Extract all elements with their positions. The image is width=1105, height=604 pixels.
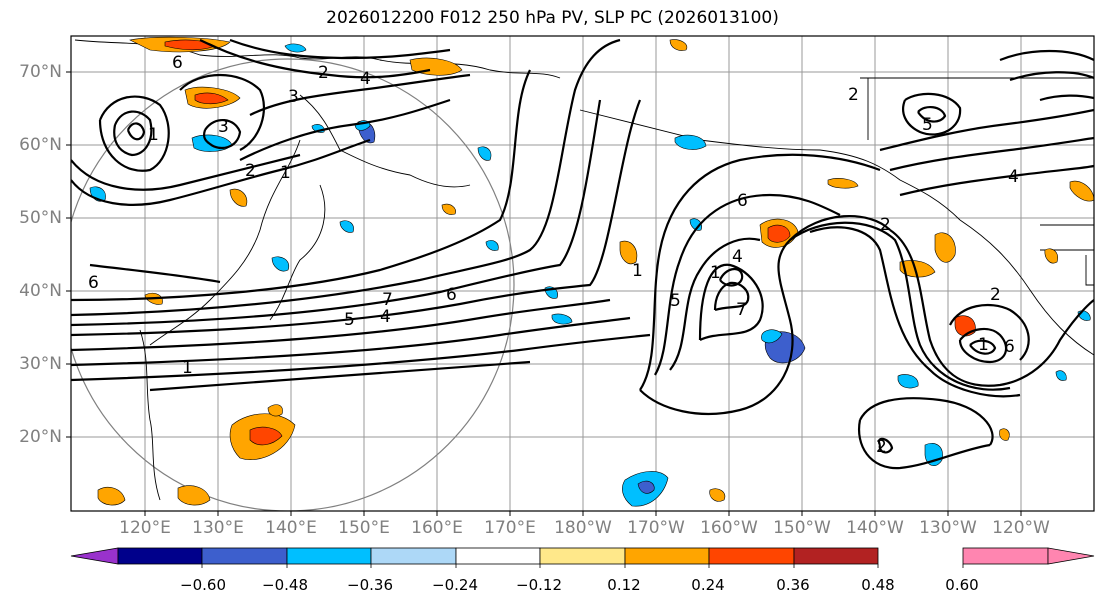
lon-label-150e: 150°E: [338, 518, 390, 538]
contour-label: 3: [218, 117, 229, 137]
contour-label: 4: [1008, 167, 1019, 187]
contour-label: 1: [280, 163, 291, 183]
contour-label: 3: [288, 87, 299, 107]
contour-label: 5: [922, 115, 933, 135]
colorbar-segment: [370, 547, 457, 565]
contour-label: 6: [88, 273, 99, 293]
contour-label: 4: [732, 247, 743, 267]
lon-label-150w: 150°W: [773, 518, 831, 538]
colorbar-tick-label: −0.48: [262, 576, 308, 594]
contour-label: 2: [876, 437, 887, 457]
contour-label: 5: [344, 310, 355, 330]
contour-label: 1: [978, 335, 989, 355]
contour-label: 7: [736, 300, 747, 320]
lat-label-50n: 50°N: [19, 208, 62, 228]
colorbar-tick-label: −0.36: [347, 576, 393, 594]
colorbar-segment: [793, 547, 879, 565]
contour-label: 1: [710, 263, 721, 283]
colorbar-tick-label: 0.24: [691, 576, 725, 594]
colorbar-segment: [708, 547, 795, 565]
lat-label-20n: 20°N: [19, 427, 62, 447]
contour-label: 4: [360, 69, 371, 89]
colorbar-tick-label: 0.12: [607, 576, 641, 594]
contour-label: 2: [245, 161, 256, 181]
contour-label: 7: [382, 290, 393, 310]
tick-marks: [66, 71, 1022, 516]
contour-label: 6: [172, 53, 183, 73]
contour-label: 1: [182, 358, 193, 378]
colorbar-segment: [539, 547, 626, 565]
colorbar-segment: [455, 547, 541, 565]
range-circle: [71, 58, 515, 511]
colorbar-extend-high: [1047, 547, 1095, 565]
colorbar-extend-low: [70, 547, 119, 565]
slp-contours: [71, 38, 1094, 470]
lon-label-140e: 140°E: [265, 518, 317, 538]
lon-label-120w: 120°W: [992, 518, 1050, 538]
lat-label-40n: 40°N: [19, 281, 62, 301]
contour-label: 4: [380, 307, 391, 327]
colorbar-segment: [201, 547, 288, 565]
lon-label-140w: 140°W: [846, 518, 904, 538]
lon-label-160w: 160°W: [700, 518, 758, 538]
colorbar-segment: [286, 547, 372, 565]
colorbar-segment: [117, 547, 203, 565]
contour-label: 1: [632, 261, 643, 281]
contour-label-group: 6 2 4 3 3 2 1 6 1 7 6 5 4 2 1 6 4 1 5 7 …: [88, 53, 1019, 457]
colorbar-tick-label: −0.12: [516, 576, 562, 594]
colorbar-tick-label: 0.48: [861, 576, 895, 594]
lon-label-180w: 180°W: [554, 518, 612, 538]
pv-shading: [89, 36, 1094, 507]
contour-label: 2: [990, 285, 1001, 305]
lon-label-130e: 130°E: [192, 518, 244, 538]
colorbar-segment: [624, 547, 710, 565]
lat-label-60n: 60°N: [19, 135, 62, 155]
contour-label: 6: [737, 191, 748, 211]
lon-label-170e: 170°E: [484, 518, 536, 538]
colorbar-tick-label: −0.60: [180, 576, 226, 594]
contour-label: 6: [1004, 337, 1015, 357]
contour-label: 2: [318, 63, 329, 83]
lon-label-120e: 120°E: [119, 518, 171, 538]
contour-label: 5: [670, 291, 681, 311]
contour-label: 2: [880, 215, 891, 235]
map-title: 2026012200 F012 250 hPa PV, SLP PC (2026…: [326, 8, 779, 28]
contour-label: 1: [148, 125, 159, 145]
colorbar-tick-label: 0.60: [945, 576, 979, 594]
contour-label: 2: [848, 85, 859, 105]
lon-label-170w: 170°W: [627, 518, 685, 538]
colorbar: [70, 547, 1095, 568]
lat-label-70n: 70°N: [19, 62, 62, 82]
colorbar-tick-label: −0.24: [432, 576, 478, 594]
lat-label-30n: 30°N: [19, 354, 62, 374]
lon-label-160e: 160°E: [411, 518, 463, 538]
contour-label: 6: [446, 285, 457, 305]
lon-label-130w: 130°W: [919, 518, 977, 538]
colorbar-segment: [962, 547, 1049, 565]
colorbar-tick-label: 0.36: [776, 576, 810, 594]
